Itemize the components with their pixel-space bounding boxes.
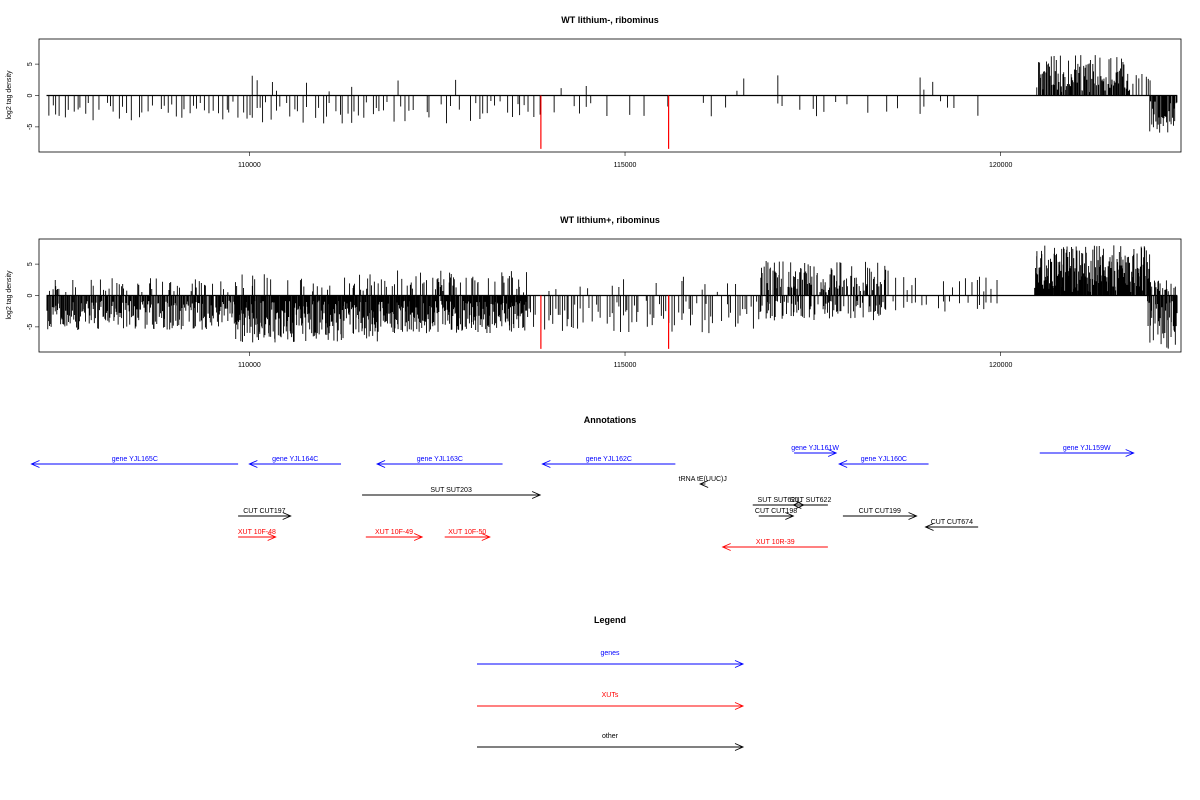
feature-xut-10f-49: XUT 10F-49 — [365, 529, 424, 541]
x-tick-label: 120000 — [989, 362, 1012, 369]
y-tick-label: 5 — [27, 62, 34, 66]
feature-cut-cut198: CUT CUT198 — [755, 508, 797, 520]
feature-gene-yjl162c: gene YJL162C — [541, 456, 676, 468]
bars — [46, 55, 1178, 133]
panel-title: WT lithium+, ribominus — [560, 215, 660, 225]
feature-xut-10f-50: XUT 10F-50 — [444, 529, 491, 541]
annotations-panel: Annotations gene YJL165C gene YJL164C gene… — [30, 415, 1135, 551]
arrow-head — [734, 702, 745, 710]
y-tick-label: 0 — [27, 93, 34, 97]
feature-label: gene YJL160C — [861, 456, 907, 463]
arrow-head — [267, 533, 277, 541]
feature-label: gene YJL162C — [586, 456, 632, 463]
feature-gene-yjl160c: gene YJL160C — [838, 456, 929, 468]
x-tick-label: 115000 — [614, 362, 637, 369]
y-axis: 5 0 -5 — [27, 262, 39, 330]
arrow-head — [838, 460, 848, 468]
feature-label: XUT 10R-39 — [756, 539, 795, 546]
feature-label: gene YJL159W — [1063, 445, 1111, 452]
density-bars — [46, 245, 1178, 349]
feature-list: gene YJL165C gene YJL164C gene YJL163C gene… — [30, 445, 1135, 551]
y-tick-label: -5 — [27, 324, 34, 330]
arrow-head — [541, 460, 551, 468]
legend-title: Legend — [594, 615, 626, 625]
x-axis: 110000 115000 120000 — [238, 152, 1012, 169]
legend-item-genes: genes — [477, 650, 745, 668]
arrow-head — [785, 512, 795, 520]
x-axis: 110000 115000 120000 — [238, 352, 1012, 369]
legend-label: other — [602, 733, 619, 740]
arrow-head — [413, 533, 424, 541]
y-axis-label: log2 tag density — [6, 70, 13, 120]
feature-gene-yjl159w: gene YJL159W — [1039, 445, 1135, 457]
feature-trna-te-uuc-j: tRNA tE(UUC)J — [679, 476, 727, 488]
feature-label: gene YJL161W — [791, 445, 839, 452]
feature-label: gene YJL163C — [417, 456, 463, 463]
feature-xut-10r-39: XUT 10R-39 — [721, 539, 828, 551]
feature-label: CUT CUT674 — [931, 519, 973, 526]
bars — [46, 245, 1178, 349]
feature-label: SUT SUT622 — [790, 497, 832, 504]
arrow-head — [734, 743, 745, 751]
arrow-head — [792, 501, 802, 509]
arrow-head — [699, 480, 709, 488]
track-panel-lithium-minus: WT lithium-, ribominus log2 tag density … — [6, 15, 1182, 169]
feature-cut-cut674: CUT CUT674 — [924, 519, 979, 531]
feature-label: tRNA tE(UUC)J — [679, 476, 727, 483]
feature-label: SUT SUT621 — [758, 497, 800, 504]
panel-title: WT lithium-, ribominus — [561, 15, 659, 25]
feature-label: CUT CUT199 — [859, 508, 901, 515]
arrow-head — [248, 460, 258, 468]
legend-item-other: other — [477, 733, 745, 751]
y-axis: 5 0 -5 — [27, 62, 39, 130]
arrow-head — [908, 512, 918, 520]
feature-gene-yjl164c: gene YJL164C — [248, 456, 342, 468]
legend-item-xuts: XUTs — [477, 692, 745, 710]
arrow-head — [30, 460, 40, 468]
feature-label: gene YJL165C — [112, 456, 158, 463]
arrow-head — [481, 533, 491, 541]
highlight-bars — [540, 295, 670, 349]
arrow-head — [721, 543, 731, 551]
highlight-bars — [540, 95, 670, 149]
y-tick-label: 0 — [27, 293, 34, 297]
feature-label: CUT CUT197 — [243, 508, 285, 515]
feature-cut-cut199: CUT CUT199 — [842, 508, 918, 520]
feature-xut-10f-48: XUT 10F-48 — [238, 529, 277, 541]
track-panel-lithium-plus: WT lithium+, ribominus log2 tag density … — [6, 215, 1182, 369]
feature-label: XUT 10F-50 — [448, 529, 486, 536]
density-bars — [48, 55, 1178, 133]
arrow-head — [924, 523, 934, 531]
arrow-head — [282, 512, 292, 520]
legend-label: XUTs — [602, 692, 619, 699]
legend-label: genes — [600, 650, 620, 657]
feature-label: XUT 10F-49 — [375, 529, 413, 536]
feature-label: gene YJL164C — [272, 456, 318, 463]
arrow-head — [1125, 449, 1135, 457]
x-tick-label: 115000 — [614, 162, 637, 169]
x-tick-label: 110000 — [238, 162, 261, 169]
feature-gene-yjl163c: gene YJL163C — [375, 456, 503, 468]
feature-label: CUT CUT198 — [755, 508, 797, 515]
legend: Legend genes XUTs other — [477, 615, 745, 751]
feature-gene-yjl165c: gene YJL165C — [30, 456, 239, 468]
arrow-head — [375, 460, 386, 468]
feature-gene-yjl161w: gene YJL161W — [791, 445, 839, 457]
y-tick-label: 5 — [27, 262, 34, 266]
legend-items: genes XUTs other — [477, 650, 745, 751]
y-tick-label: -5 — [27, 124, 34, 130]
feature-label: XUT 10F-48 — [238, 529, 276, 536]
y-axis-label: log2 tag density — [6, 270, 13, 320]
feature-sut-sut622: SUT SUT622 — [790, 497, 832, 509]
arrow-head — [827, 449, 838, 457]
arrow-head — [734, 660, 745, 668]
annotations-title: Annotations — [584, 415, 637, 425]
arrow-head — [531, 491, 542, 499]
feature-cut-cut197: CUT CUT197 — [238, 508, 292, 520]
feature-label: SUT SUT203 — [430, 487, 472, 494]
feature-sut-sut203: SUT SUT203 — [362, 487, 542, 499]
x-tick-label: 120000 — [989, 162, 1012, 169]
x-tick-label: 110000 — [238, 362, 261, 369]
